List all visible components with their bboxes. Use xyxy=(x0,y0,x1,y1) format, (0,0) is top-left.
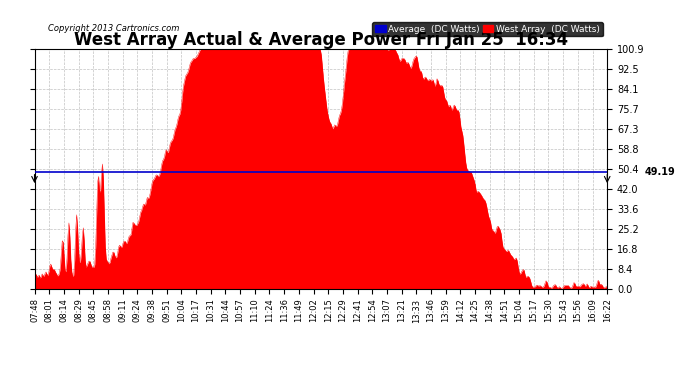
Title: West Array Actual & Average Power Fri Jan 25  16:34: West Array Actual & Average Power Fri Ja… xyxy=(74,31,568,49)
Legend: Average  (DC Watts), West Array  (DC Watts): Average (DC Watts), West Array (DC Watts… xyxy=(372,22,602,36)
Text: 49.19: 49.19 xyxy=(644,167,676,177)
Text: Copyright 2013 Cartronics.com: Copyright 2013 Cartronics.com xyxy=(48,24,179,33)
